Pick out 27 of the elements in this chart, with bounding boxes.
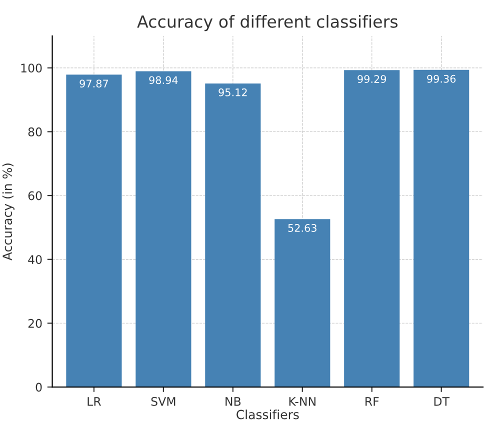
y-tick-label: 0: [36, 382, 42, 392]
bar: [414, 70, 470, 388]
data-label: 52.63: [288, 224, 316, 232]
y-tick-label: 40: [28, 255, 42, 264]
y-tick-label: 60: [28, 191, 42, 200]
x-tick-label: RF: [366, 397, 379, 406]
bar: [136, 71, 192, 388]
bar: [344, 70, 400, 388]
data-label: 97.87: [80, 80, 108, 88]
data-label: 99.29: [358, 75, 386, 83]
y-tick-label: 80: [28, 127, 42, 136]
x-tick-label: DT: [434, 397, 450, 406]
data-label: 95.12: [218, 88, 247, 96]
x-tick-label: LR: [88, 397, 102, 406]
x-tick-label: SVM: [151, 396, 176, 406]
y-tick-label: 20: [28, 318, 42, 328]
bar: [274, 219, 330, 388]
y-axis-title: Accuracy (in %): [2, 164, 14, 260]
x-tick-label: K-NN: [289, 397, 316, 406]
bar: [205, 83, 261, 388]
x-tick-label: NB: [226, 397, 241, 406]
data-label: 99.36: [427, 74, 456, 83]
chart-title: Accuracy of different classifiers: [137, 14, 398, 32]
x-axis-title: Classifiers: [236, 410, 299, 420]
bar: [66, 74, 122, 388]
y-tick-label: 100: [21, 64, 42, 73]
data-label: 98.94: [149, 76, 178, 84]
